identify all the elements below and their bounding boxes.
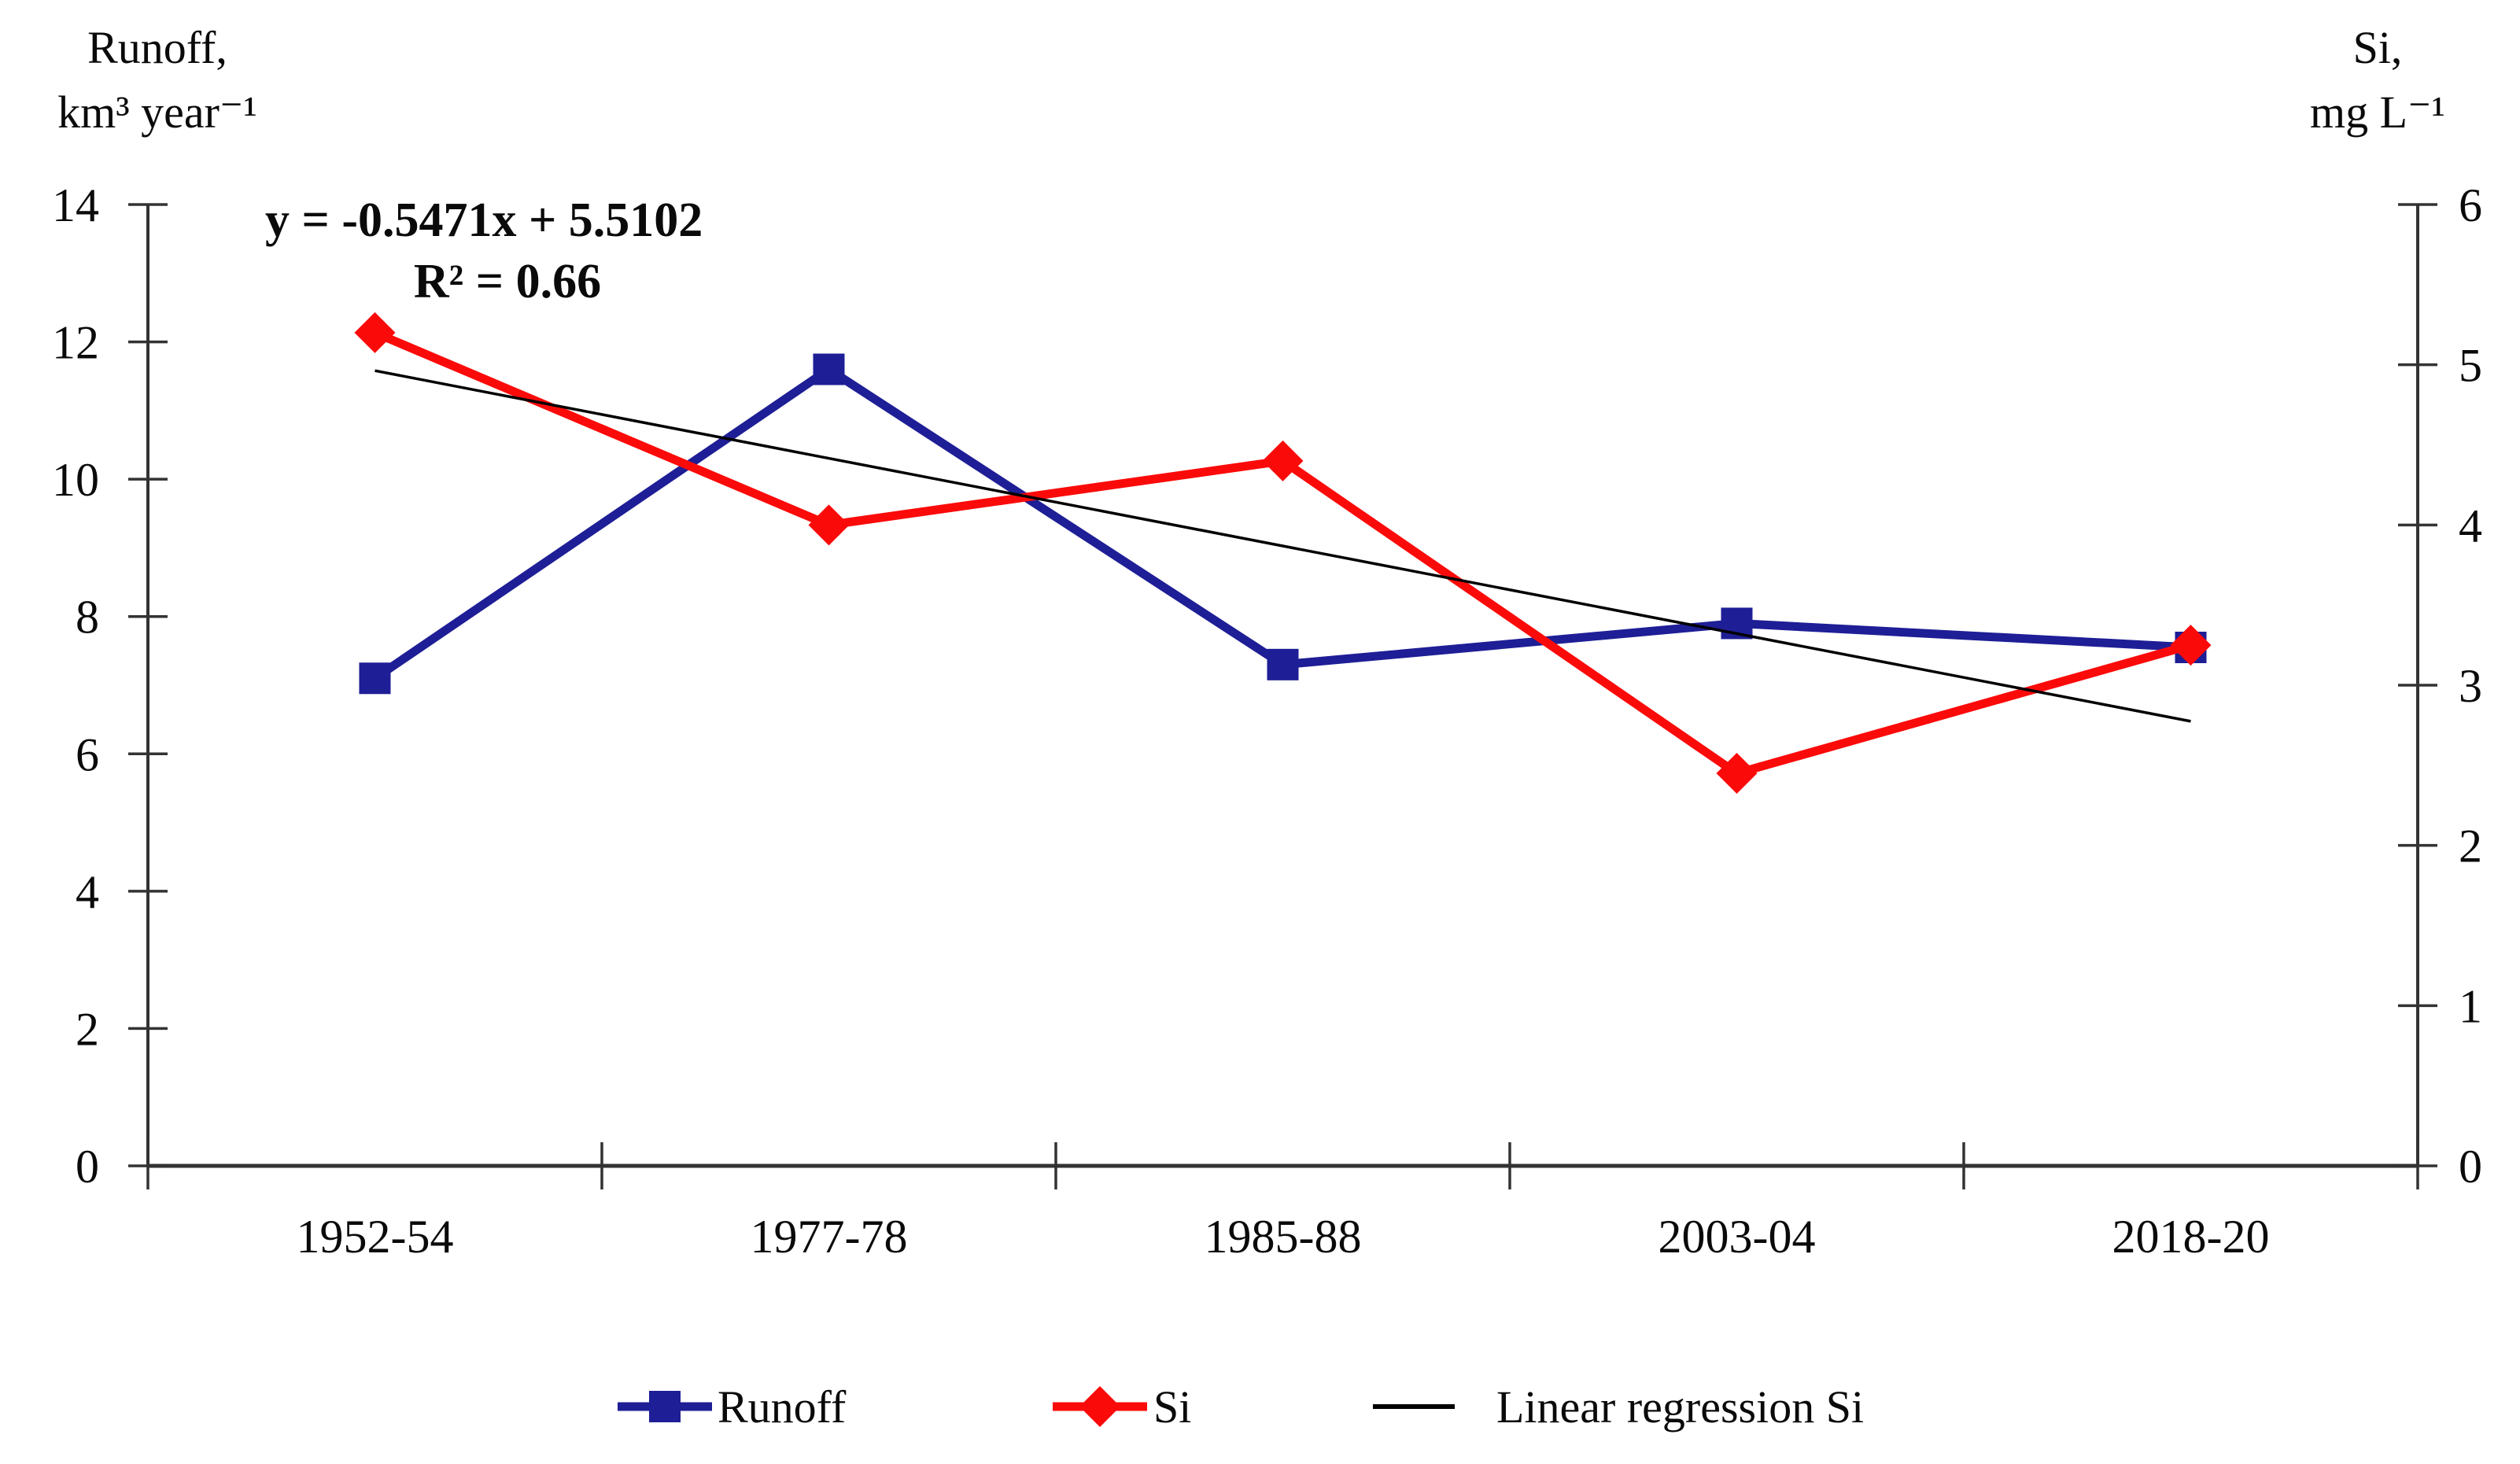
right-axis-title-line1: Si, <box>2353 22 2403 73</box>
si-marker <box>2170 625 2212 666</box>
right-axis-tick-label: 4 <box>2459 500 2482 551</box>
right-axis-tick-label: 6 <box>2459 179 2482 231</box>
chart-series <box>354 312 2212 795</box>
runoff-marker <box>359 662 391 695</box>
legend-label-si: Si <box>1153 1381 1191 1433</box>
si-marker <box>1262 440 1304 481</box>
right-axis-tick-label: 1 <box>2459 980 2482 1032</box>
left-axis-tick-label: 10 <box>52 454 99 506</box>
left-axis-title: Runoff, km³ year⁻¹ <box>57 22 257 138</box>
legend-symbol-runoff <box>618 1391 712 1422</box>
left-axis-tick-label: 6 <box>76 728 99 780</box>
legend: Runoff Si Linear regression Si <box>618 1381 1864 1433</box>
right-axis-tick-label: 0 <box>2459 1141 2482 1193</box>
series-runoff <box>359 353 2207 695</box>
runoff-marker <box>1267 648 1299 680</box>
right-axis-tick-label: 2 <box>2459 821 2482 872</box>
x-axis-labels: 1952-54 1977-78 1985-88 2003-04 2018-20 <box>297 1211 2270 1263</box>
si-marker <box>1716 753 1758 795</box>
left-axis-tick-label: 12 <box>52 317 99 369</box>
right-axis-title-line2: mg L⁻¹ <box>2310 87 2445 138</box>
regression-line <box>374 369 2191 723</box>
axis-ticks <box>128 203 2437 1189</box>
si-line <box>373 328 2192 779</box>
x-axis-category-label: 1985-88 <box>1205 1211 1362 1263</box>
left-axis-tick-label: 8 <box>76 592 99 643</box>
regression-annotation: y = -0.5471x + 5.5102 R² = 0.66 <box>265 194 703 308</box>
runoff-marker <box>813 353 845 385</box>
right-axis-tick-label: 3 <box>2459 660 2482 712</box>
regression-equation: y = -0.5471x + 5.5102 <box>265 194 703 247</box>
legend-symbol-si <box>1053 1386 1147 1427</box>
r-squared-label: R² = 0.66 <box>414 255 601 308</box>
legend-label-runoff: Runoff <box>718 1381 847 1433</box>
legend-runoff-marker <box>649 1391 681 1422</box>
x-axis-category-label: 2018-20 <box>2112 1211 2270 1263</box>
left-axis-title-line1: Runoff, <box>87 22 227 73</box>
left-axis-tick-label: 14 <box>52 179 99 231</box>
legend-si-marker <box>1079 1386 1120 1427</box>
right-axis-title: Si, mg L⁻¹ <box>2310 22 2445 138</box>
x-axis-category-label: 1977-78 <box>751 1211 908 1263</box>
left-axis-title-line2: km³ year⁻¹ <box>57 87 257 138</box>
x-axis-category-label: 2003-04 <box>1658 1211 1816 1263</box>
legend-label-regression: Linear regression Si <box>1496 1381 1864 1433</box>
left-axis-tick-label: 4 <box>76 866 99 918</box>
si-marker <box>808 504 850 546</box>
right-axis-tick-label: 5 <box>2459 340 2482 392</box>
left-axis-tick-label: 2 <box>76 1003 99 1055</box>
series-si <box>354 312 2212 795</box>
si-marker <box>354 312 396 353</box>
x-axis-category-label: 1952-54 <box>297 1211 454 1263</box>
runoff-line <box>372 363 2191 682</box>
left-axis-tick-label: 0 <box>76 1141 99 1193</box>
